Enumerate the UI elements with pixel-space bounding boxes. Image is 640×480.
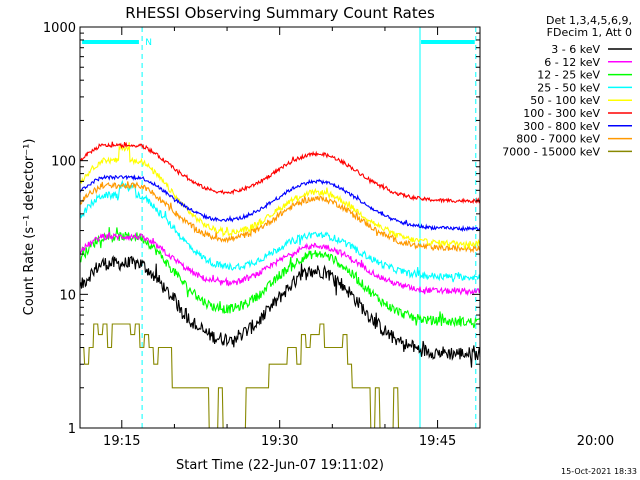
plot-area: N [79,27,481,429]
x-tick-label-2000: 20:00 [577,434,614,449]
y-tick-label-1: 1 [68,422,76,437]
y-tick-label-10: 10 [59,288,76,303]
series-line-300-800-kev [79,174,481,233]
legend-entry-2: 6 - 12 keV [544,56,600,69]
x-tick-label-1930: 19:30 [261,434,298,449]
legend-entry-8: 800 - 7000 keV [516,133,600,146]
series-line-100-300-kev [79,141,481,205]
series-line-50-100-kev [79,142,481,250]
y-tick-label-100: 100 [51,155,76,170]
legend-entry-7: 300 - 800 keV [523,120,600,133]
series-line-25-50-kev [79,179,481,283]
series-line-800-7000-kev [79,181,481,254]
x-tick-label-1945: 19:45 [419,434,456,449]
series-line-12-25-kev [79,227,481,329]
series-line-6-12-kev [79,231,481,297]
x-axis-label: Start Time (22-Jun-07 19:11:02) [176,458,384,473]
y-tick-label-1000: 1000 [43,21,76,36]
series-line-3-6-kev [79,254,481,368]
chart-title: RHESSI Observing Summary Count Rates [125,4,435,22]
axes: 110100100019:1519:3019:4520:0020:1520:30… [43,21,614,449]
legend-entry-9: 7000 - 15000 keV [502,145,600,158]
plot-timestamp: 15-Oct-2021 18:33 [561,467,637,476]
x-tick-label-1915: 19:15 [103,434,140,449]
legend-entry-4: 25 - 50 keV [537,81,600,94]
legend: Det 1,3,4,5,6,9,FDecim 1, Att 0 3 - 6 keV… [502,14,632,158]
legend-header-line-2: FDecim 1, Att 0 [547,26,632,39]
legend-entry-1: 3 - 6 keV [551,43,600,56]
legend-entry-6: 100 - 300 keV [523,107,600,120]
legend-entry-5: 50 - 100 keV [530,94,600,107]
flag-label-n: N [145,38,152,48]
legend-entry-3: 12 - 25 keV [537,69,600,82]
legend-header-line-1: Det 1,3,4,5,6,9, [546,14,632,27]
y-axis-label: Count Rate (s⁻¹ detector⁻¹) [22,139,37,316]
